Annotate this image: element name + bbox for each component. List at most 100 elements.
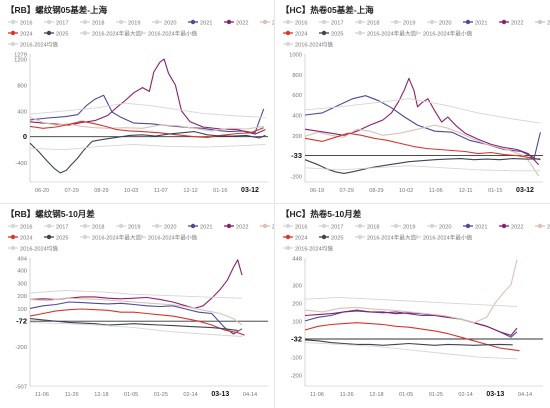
legend-item-2024[interactable]: 2024 xyxy=(8,30,32,38)
svg-text:2023: 2023 xyxy=(547,21,550,27)
legend-item-2023[interactable]: 2023 xyxy=(535,19,550,27)
legend-item-2025[interactable]: 2025 xyxy=(319,234,343,242)
svg-text:2020: 2020 xyxy=(439,21,451,27)
rb-spread-title: 【RB】螺纹钢5-10月差 xyxy=(6,209,95,219)
svg-text:2019: 2019 xyxy=(128,21,140,27)
legend-item-2023[interactable]: 2023 xyxy=(260,223,275,231)
y-tick-label: -100 xyxy=(290,356,302,362)
legend-item-2016[interactable]: 2016 xyxy=(283,19,307,27)
legend-item-2022[interactable]: 2022 xyxy=(224,19,248,27)
hc-basis-title: 【HC】热卷05基差-上海 xyxy=(281,5,374,15)
svg-text:2022: 2022 xyxy=(236,225,248,231)
series-line-2016-2024年最小值 xyxy=(29,321,243,337)
rb-basis-svg: 【RB】螺纹钢05基差-上海 2016 2017 2018 2019 2020 2021 20… xyxy=(6,5,275,194)
x-tick-label: 04-14 xyxy=(243,392,257,398)
legend-item-2017[interactable]: 2017 xyxy=(319,19,343,27)
svg-text:2016-2024年最大值: 2016-2024年最大值 xyxy=(367,234,417,242)
legend-item-2016[interactable]: 2016 xyxy=(283,223,307,231)
svg-text:2016-2024均值: 2016-2024均值 xyxy=(295,41,333,49)
legend-item-2016[interactable]: 2016 xyxy=(8,19,32,27)
legend-item-2016-2024年最大值[interactable]: 2016-2024年最大值 xyxy=(355,234,417,242)
legend-item-2020[interactable]: 2020 xyxy=(152,223,176,231)
legend-item-2018[interactable]: 2018 xyxy=(355,223,379,231)
legend-item-2021[interactable]: 2021 xyxy=(188,223,212,231)
legend-item-2025[interactable]: 2025 xyxy=(319,30,343,38)
x-tick-label: 10-03 xyxy=(124,188,138,194)
svg-text:2024: 2024 xyxy=(295,32,307,38)
legend-item-2021[interactable]: 2021 xyxy=(463,223,487,231)
vertical-divider xyxy=(274,0,275,408)
legend-item-2021[interactable]: 2021 xyxy=(463,19,487,27)
legend-item-2023[interactable]: 2023 xyxy=(260,19,275,27)
y-tick-label: 100 xyxy=(17,307,27,313)
legend-item-2025[interactable]: 2025 xyxy=(44,234,68,242)
legend-item-2022[interactable]: 2022 xyxy=(499,19,523,27)
rb-basis-title: 【RB】螺纹钢05基差-上海 xyxy=(6,5,108,15)
series-line-2024 xyxy=(304,132,541,161)
svg-text:2023: 2023 xyxy=(272,21,275,27)
legend-item-2016[interactable]: 2016 xyxy=(8,223,32,231)
legend-item-2019[interactable]: 2019 xyxy=(116,223,140,231)
legend-item-2020[interactable]: 2020 xyxy=(152,19,176,27)
legend-item-2024[interactable]: 2024 xyxy=(8,234,32,242)
legend-item-2018[interactable]: 2018 xyxy=(80,223,104,231)
svg-text:2022: 2022 xyxy=(236,21,248,27)
hc-spread-chart-panel: 【HC】热卷5-10月差 2016 2017 2018 2019 2020 2021 2022… xyxy=(275,204,550,408)
y-tick-label: 1279 xyxy=(14,53,27,59)
svg-text:2025: 2025 xyxy=(331,236,343,242)
series-line-2016-2024年最大值 xyxy=(29,290,243,299)
series-line-2022 xyxy=(304,77,540,166)
legend-item-2016-2024年最小值[interactable]: 2016-2024年最小值 xyxy=(411,30,473,38)
legend-item-2023[interactable]: 2023 xyxy=(535,223,550,231)
svg-text:2018: 2018 xyxy=(367,225,379,231)
horizontal-divider xyxy=(0,203,550,204)
x-tick-label: 11-26 xyxy=(65,392,79,398)
legend-item-2016-2024均值[interactable]: 2016-2024均值 xyxy=(283,245,333,253)
series-line-2016-2024年最小值 xyxy=(304,165,541,172)
legend-item-2016-2024年最大值[interactable]: 2016-2024年最大值 xyxy=(355,30,417,38)
x-tick-label: 01-25 xyxy=(429,392,443,398)
legend-item-2018[interactable]: 2018 xyxy=(80,19,104,27)
svg-text:2022: 2022 xyxy=(511,21,523,27)
legend-item-2022[interactable]: 2022 xyxy=(224,223,248,231)
legend-item-2017[interactable]: 2017 xyxy=(44,19,68,27)
legend-item-2019[interactable]: 2019 xyxy=(116,19,140,27)
legend-item-2016-2024均值[interactable]: 2016-2024均值 xyxy=(283,41,333,49)
legend-item-2016-2024年最大值[interactable]: 2016-2024年最大值 xyxy=(80,30,142,38)
series-line-2022 xyxy=(29,58,266,135)
legend-item-2019[interactable]: 2019 xyxy=(391,223,415,231)
svg-text:2021: 2021 xyxy=(475,21,487,27)
legend-item-2016-2024年最小值[interactable]: 2016-2024年最小值 xyxy=(136,234,198,242)
legend-item-2016-2024均值[interactable]: 2016-2024均值 xyxy=(8,41,58,49)
legend-item-2020[interactable]: 2020 xyxy=(427,19,451,27)
legend-item-2024[interactable]: 2024 xyxy=(283,234,307,242)
y-tick-label: -33 xyxy=(291,151,302,160)
series-line-2025 xyxy=(29,131,266,174)
legend-item-2016-2024年最大值[interactable]: 2016-2024年最大值 xyxy=(80,234,142,242)
y-tick-label: 800 xyxy=(17,83,27,89)
svg-text:2016-2024年最小值: 2016-2024年最小值 xyxy=(148,30,198,38)
hc-spread-title: 【HC】热卷5-10月差 xyxy=(281,209,362,219)
svg-text:2021: 2021 xyxy=(200,225,212,231)
legend-item-2018[interactable]: 2018 xyxy=(355,19,379,27)
legend-item-2016-2024均值[interactable]: 2016-2024均值 xyxy=(8,245,58,253)
legend-item-2017[interactable]: 2017 xyxy=(44,223,68,231)
series-line-2016-2024年最大值 xyxy=(304,296,518,307)
legend-item-2025[interactable]: 2025 xyxy=(44,30,68,38)
svg-text:2016-2024年最小值: 2016-2024年最小值 xyxy=(148,234,198,242)
legend-item-2019[interactable]: 2019 xyxy=(391,19,415,27)
legend-item-2020[interactable]: 2020 xyxy=(427,223,451,231)
series-line-2024 xyxy=(29,120,264,138)
legend-item-2024[interactable]: 2024 xyxy=(283,30,307,38)
legend-item-2017[interactable]: 2017 xyxy=(319,223,343,231)
legend-item-2022[interactable]: 2022 xyxy=(499,223,523,231)
hc-basis-svg: 【HC】热卷05基差-上海 2016 2017 2018 2019 2020 2021 202… xyxy=(281,5,550,194)
svg-text:2025: 2025 xyxy=(56,236,68,242)
legend-item-2016-2024年最小值[interactable]: 2016-2024年最小值 xyxy=(136,30,198,38)
x-tick-label: 02-14 xyxy=(183,392,197,398)
legend-item-2021[interactable]: 2021 xyxy=(188,19,212,27)
y-tick-label: 100 xyxy=(292,319,302,325)
y-tick-label: 200 xyxy=(17,294,27,300)
legend-item-2016-2024年最小值[interactable]: 2016-2024年最小值 xyxy=(411,234,473,242)
y-tick-label: 400 xyxy=(17,109,27,115)
